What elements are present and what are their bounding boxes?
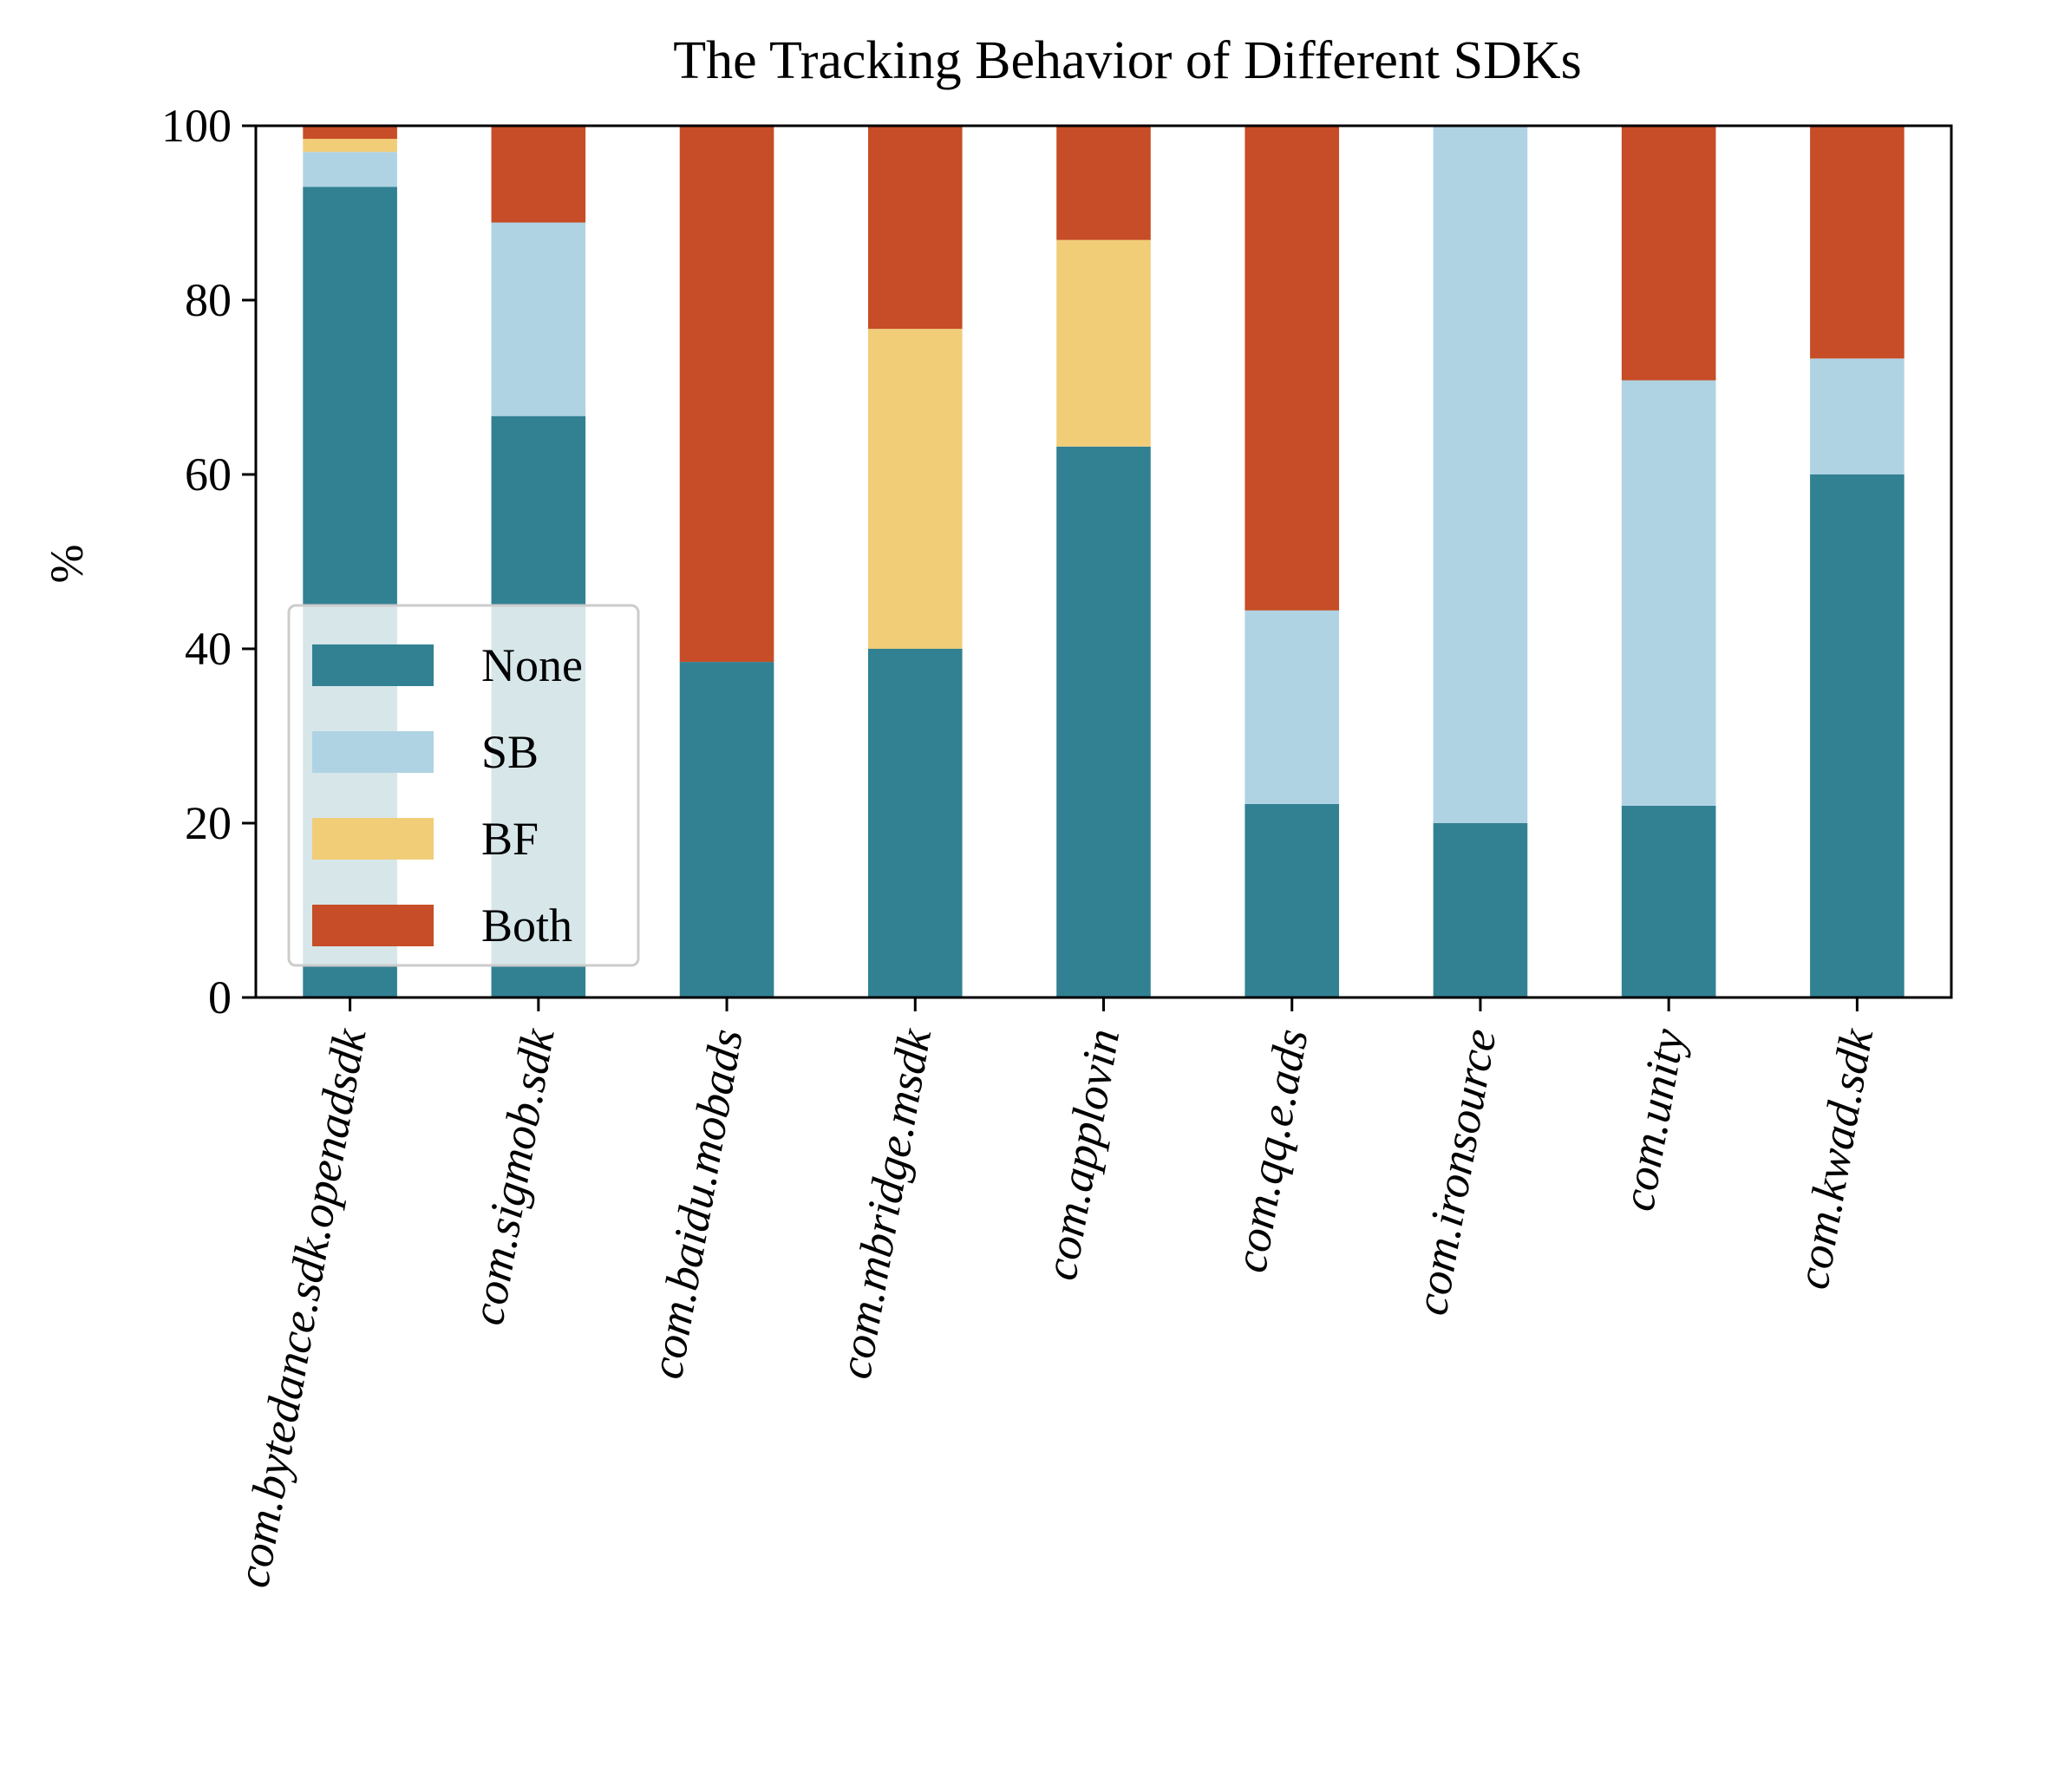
x-tick-label-6: com.ironsource [1405, 1025, 1506, 1319]
legend-label-sb: SB [481, 726, 539, 778]
bar-none-3 [867, 649, 963, 997]
x-tick-label-3: com.mbridge.msdk [828, 1024, 941, 1383]
legend-swatch-none [312, 644, 434, 686]
chart-title: The Tracking Behavior of Different SDKs [673, 31, 1582, 90]
legend-box [287, 604, 640, 967]
bar-none-6 [1433, 823, 1528, 997]
bar-none-5 [1245, 803, 1340, 997]
bar-both-7 [1621, 126, 1716, 381]
bar-none-8 [1810, 474, 1904, 997]
bar-none-7 [1621, 805, 1716, 997]
x-tick-label-4: com.applovin [1034, 1025, 1129, 1284]
bar-both-8 [1810, 126, 1904, 359]
x-tick-label-2: com.baidu.mobads [640, 1025, 753, 1383]
legend-swatch-bf [312, 818, 434, 860]
y-tick-label-1: 20 [185, 797, 232, 849]
y-axis-label: % [41, 545, 93, 584]
y-tick-label-2: 40 [185, 623, 232, 675]
bar-both-0 [303, 126, 397, 140]
legend-label-none: None [481, 639, 583, 691]
bar-bf-0 [303, 139, 397, 153]
bar-none-2 [679, 662, 774, 997]
x-tick-label-8: com.kwad.sdk [1787, 1024, 1884, 1293]
bar-none-4 [1056, 446, 1151, 997]
bar-bf-3 [867, 329, 963, 649]
bar-sb-8 [1810, 358, 1904, 474]
legend-swatch-both [312, 905, 434, 946]
bar-bf-4 [1056, 239, 1151, 447]
legend-swatch-sb [312, 731, 434, 773]
x-tick-label-1: com.sigmob.sdk [461, 1024, 565, 1329]
bar-both-5 [1245, 126, 1340, 611]
legend: None SB BF Both [287, 604, 640, 967]
bar-both-2 [679, 126, 774, 663]
bar-sb-7 [1621, 380, 1716, 806]
bar-both-4 [1056, 126, 1151, 240]
y-tick-label-3: 60 [185, 448, 232, 500]
x-tick-label-5: com.qq.e.ads [1224, 1025, 1317, 1277]
legend-label-bf: BF [481, 813, 539, 865]
bar-sb-1 [491, 222, 586, 416]
bar-sb-0 [303, 152, 397, 187]
y-tick-label-0: 0 [208, 971, 232, 1024]
bar-both-3 [867, 126, 963, 330]
x-tick-label-7: com.unity [1611, 1025, 1695, 1215]
x-tick-label-0: com.bytedance.sdk.openadsdk [226, 1024, 376, 1592]
bar-both-1 [491, 126, 586, 223]
bar-sb-6 [1433, 126, 1528, 823]
legend-label-both: Both [481, 899, 572, 952]
y-tick-label-5: 100 [161, 100, 232, 152]
bar-sb-5 [1245, 610, 1340, 804]
y-tick-label-4: 80 [185, 274, 232, 326]
